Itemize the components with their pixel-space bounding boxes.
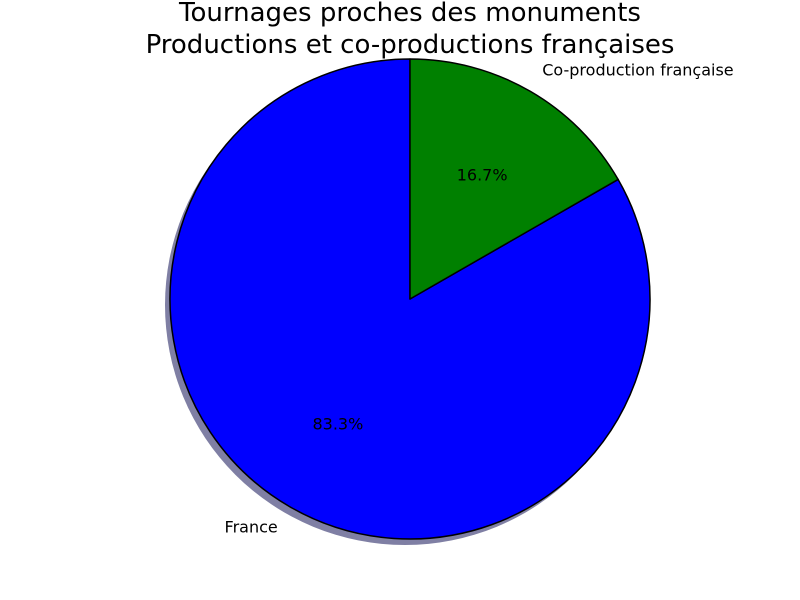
slice-label-co-production-francaise: Co-production française bbox=[542, 61, 733, 80]
slice-label-france: France bbox=[225, 517, 278, 536]
chart-title-line-1: Tournages proches des monuments bbox=[178, 0, 641, 28]
slice-pct-label-co-production-francaise: 16.7% bbox=[457, 165, 508, 184]
slice-pct-label-france: 83.3% bbox=[312, 415, 363, 434]
pie-slices bbox=[169, 58, 651, 540]
pie-slice-co-production-francaise bbox=[409, 58, 619, 300]
pie-labels: France 83.3% Co-production française 16.7% bbox=[225, 61, 734, 537]
chart-title-line-2: Productions et co-productions françaises bbox=[146, 30, 675, 60]
